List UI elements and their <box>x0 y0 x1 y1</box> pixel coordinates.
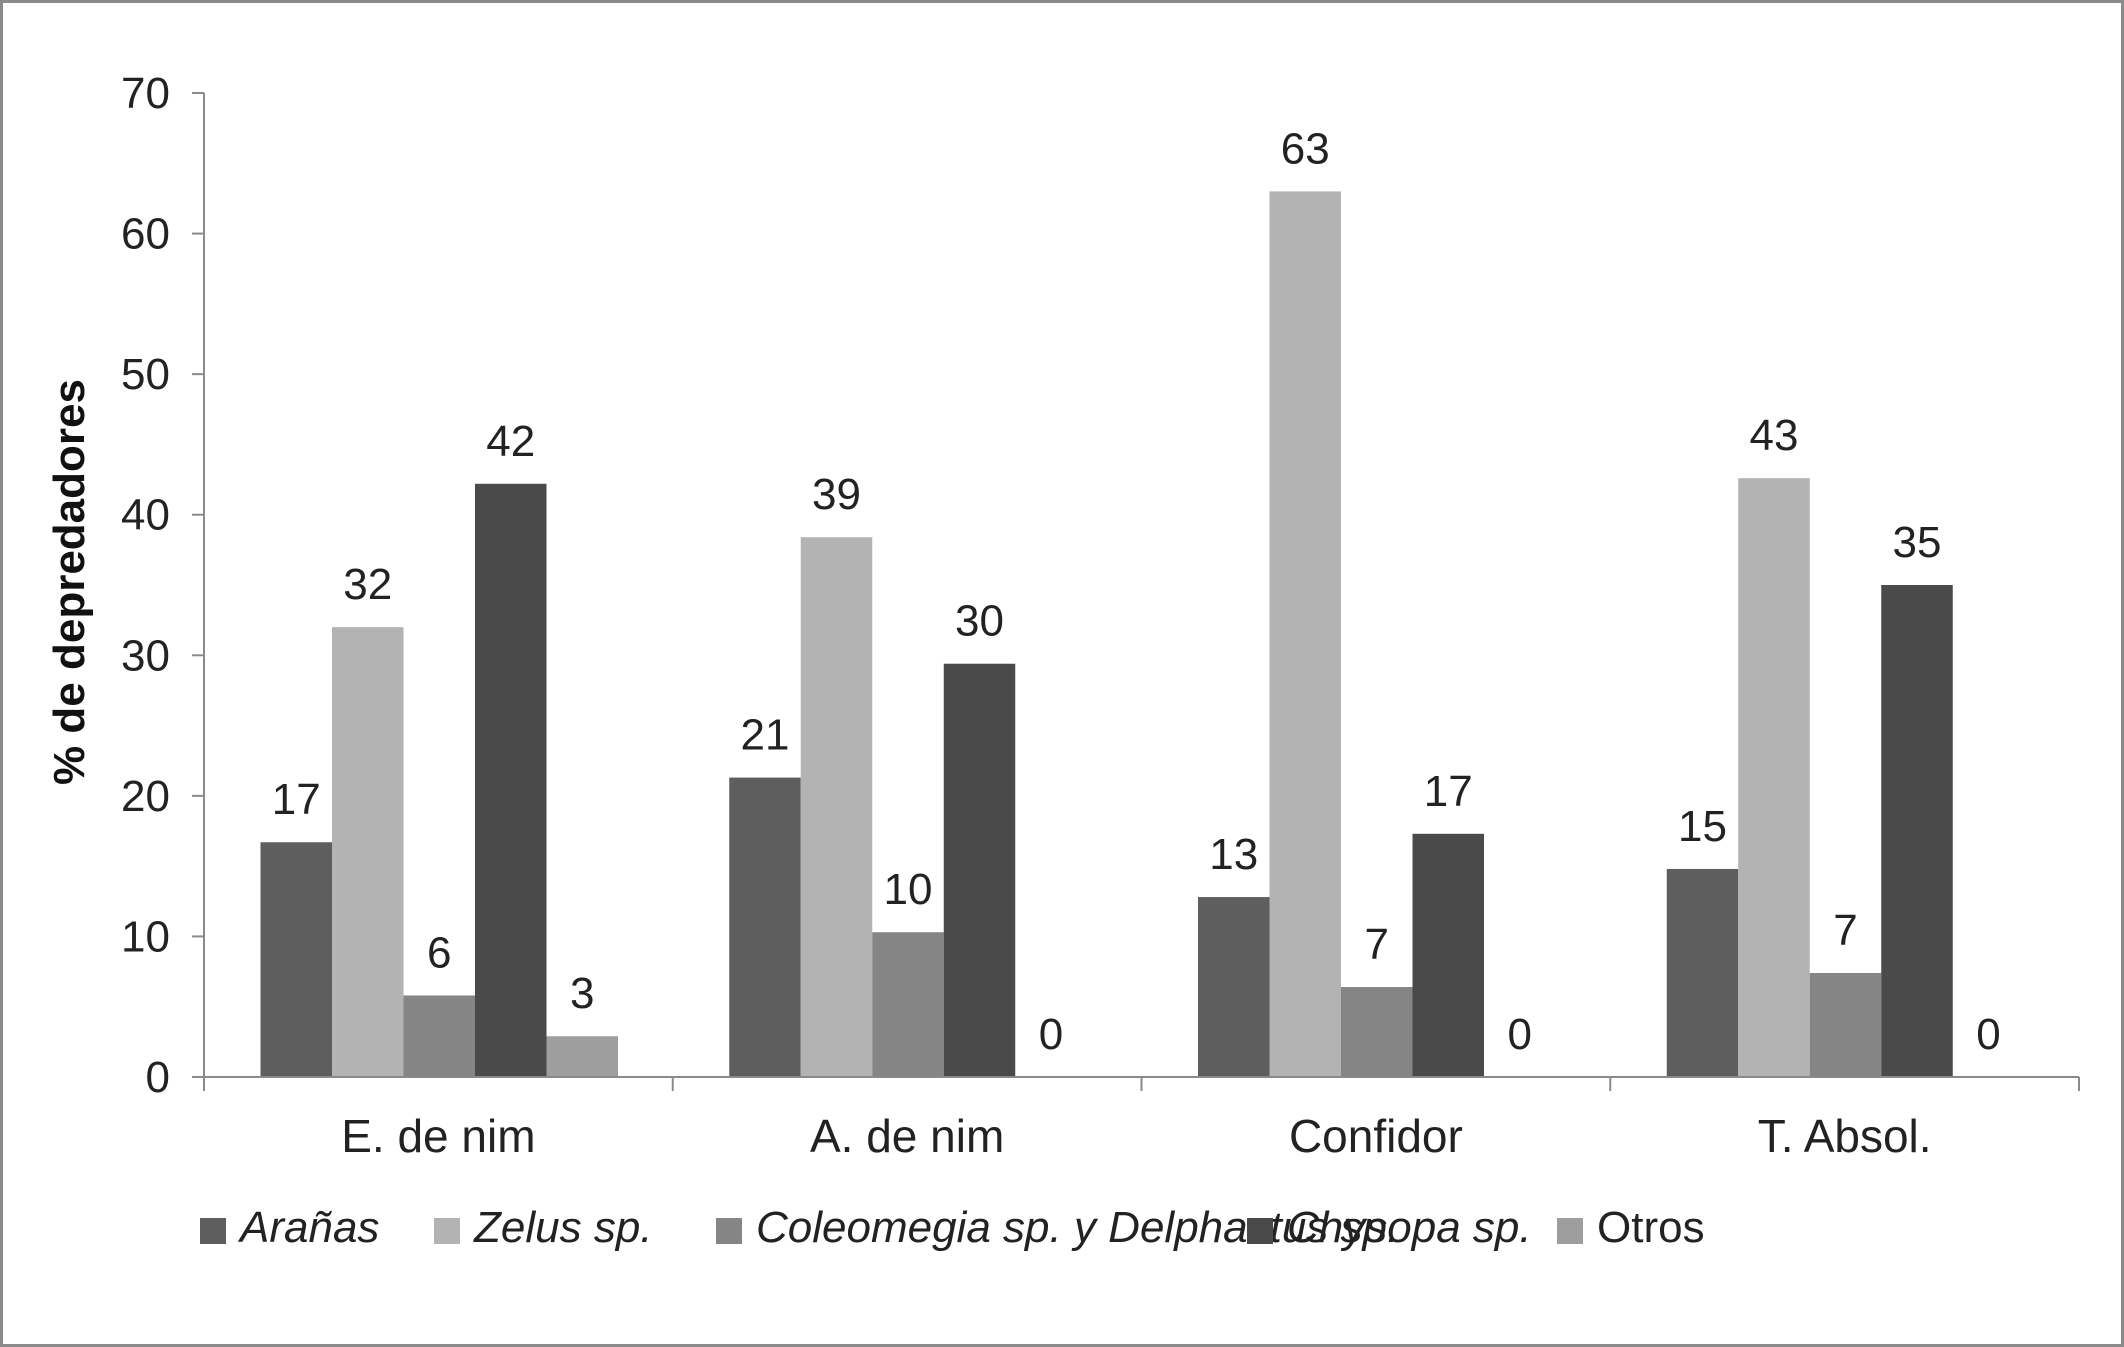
bar <box>1666 868 1739 1077</box>
bar <box>1809 972 1882 1077</box>
bar <box>1341 987 1413 1077</box>
bar <box>872 932 944 1077</box>
data-label: 7 <box>1833 906 1857 955</box>
data-label: 30 <box>955 597 1004 646</box>
legend: Arañas Zelus sp. Coleomegia sp. y Delphast… <box>200 1203 1705 1252</box>
legend-label: Zelus sp. <box>473 1203 653 1252</box>
data-label: 42 <box>486 417 535 466</box>
legend-swatch <box>1247 1218 1273 1244</box>
bar <box>332 627 404 1077</box>
x-axis: E. de nim A. de nim Confidor T. Absol. <box>203 1076 2080 1162</box>
data-label: 15 <box>1678 802 1727 851</box>
y-axis: 0 10 20 30 40 50 60 70 <box>121 69 205 1102</box>
data-label: 35 <box>1893 518 1942 567</box>
bar <box>800 537 873 1077</box>
bar <box>943 663 1016 1077</box>
data-label: 17 <box>272 775 321 824</box>
category-label: A. de nim <box>810 1110 1004 1162</box>
data-label: 13 <box>1209 830 1258 879</box>
y-axis-label: % de depredadores <box>45 379 94 785</box>
bar <box>1269 191 1341 1077</box>
y-tick-label: 10 <box>121 912 170 961</box>
y-tick-label: 60 <box>121 210 170 259</box>
bar <box>403 995 475 1077</box>
category-label: Confidor <box>1289 1110 1463 1162</box>
data-label: 21 <box>741 711 790 760</box>
y-tick-label: 70 <box>121 69 170 118</box>
y-tick-label: 0 <box>146 1053 170 1102</box>
data-label: 10 <box>884 865 933 914</box>
data-label: 43 <box>1750 411 1799 460</box>
y-tick-label: 50 <box>121 350 170 399</box>
legend-swatch <box>434 1218 460 1244</box>
bar <box>260 842 332 1077</box>
bar <box>1198 897 1270 1077</box>
legend-label: Arañas <box>237 1203 379 1252</box>
data-label: 39 <box>812 470 861 519</box>
data-label: 63 <box>1281 124 1330 173</box>
legend-swatch <box>716 1218 742 1244</box>
data-label: 17 <box>1424 767 1473 816</box>
data-label: 3 <box>570 969 594 1018</box>
data-label: 0 <box>1039 1010 1063 1059</box>
legend-label: Coleomegia sp. y Delphastus sp. <box>756 1203 1399 1252</box>
category-label: T. Absol. <box>1758 1110 1932 1162</box>
legend-label: Otros <box>1597 1203 1705 1252</box>
y-tick-label: 40 <box>121 491 170 540</box>
data-label: 6 <box>427 928 451 977</box>
y-tick-label: 20 <box>121 772 170 821</box>
data-label: 0 <box>1508 1010 1532 1059</box>
legend-label: Chysopa sp. <box>1287 1203 1532 1252</box>
bar <box>546 1036 618 1077</box>
bar <box>1412 833 1484 1077</box>
bar <box>1738 478 1810 1077</box>
data-label: 7 <box>1365 920 1389 969</box>
bar <box>729 777 801 1077</box>
category-label: E. de nim <box>341 1110 535 1162</box>
legend-swatch <box>1557 1218 1583 1244</box>
bar <box>475 483 547 1077</box>
data-label: 32 <box>343 560 392 609</box>
y-tick-label: 30 <box>121 631 170 680</box>
legend-swatch <box>200 1218 226 1244</box>
bar <box>1881 585 1953 1077</box>
data-label: 0 <box>1976 1010 2000 1059</box>
